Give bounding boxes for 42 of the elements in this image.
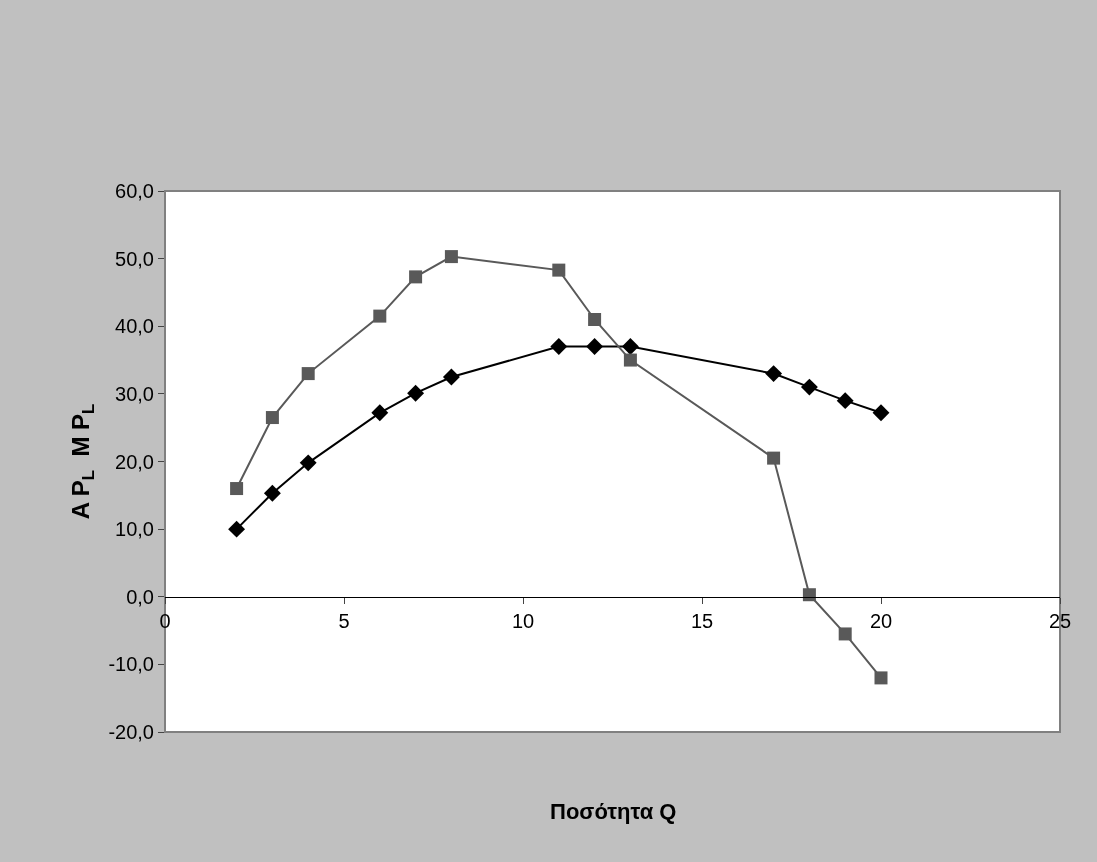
y-tick-label: -10,0	[108, 653, 154, 676]
x-axis-title: Ποσότητα Q	[550, 799, 677, 824]
point	[836, 392, 854, 410]
point	[230, 482, 244, 496]
point	[373, 309, 387, 323]
y-tick-label: 0,0	[126, 585, 154, 608]
y-tick-label: -20,0	[108, 721, 154, 743]
point	[838, 627, 852, 641]
point	[263, 484, 281, 502]
y-tick-label: 50,0	[115, 247, 154, 270]
x-tick-label: 5	[338, 609, 350, 632]
point	[767, 451, 781, 465]
y-tick-label: 40,0	[115, 315, 154, 338]
point	[586, 338, 604, 355]
point	[874, 671, 888, 685]
point	[407, 384, 425, 402]
point	[444, 250, 458, 264]
point	[800, 378, 818, 396]
point	[621, 338, 639, 355]
y-tick-label: 20,0	[115, 450, 154, 473]
point	[228, 520, 246, 538]
point	[409, 270, 423, 284]
y-tick-label: 60,0	[115, 180, 154, 202]
x-tick-label: 10	[511, 609, 535, 632]
point	[371, 404, 389, 422]
point	[301, 367, 315, 381]
y-tick-label: 30,0	[115, 382, 154, 405]
y-tick-label: 10,0	[115, 518, 154, 541]
x-tick-label: 0	[159, 609, 171, 632]
point	[765, 365, 783, 383]
point	[265, 411, 279, 425]
point	[552, 263, 566, 277]
point	[623, 353, 637, 367]
point	[299, 454, 317, 472]
point	[588, 312, 602, 326]
point	[872, 404, 890, 422]
x-tick-label: 15	[690, 609, 714, 632]
x-tick-label: 20	[869, 609, 893, 632]
point	[802, 588, 816, 602]
point	[442, 368, 460, 386]
x-tick-label: 25	[1048, 609, 1072, 632]
point	[550, 338, 568, 355]
